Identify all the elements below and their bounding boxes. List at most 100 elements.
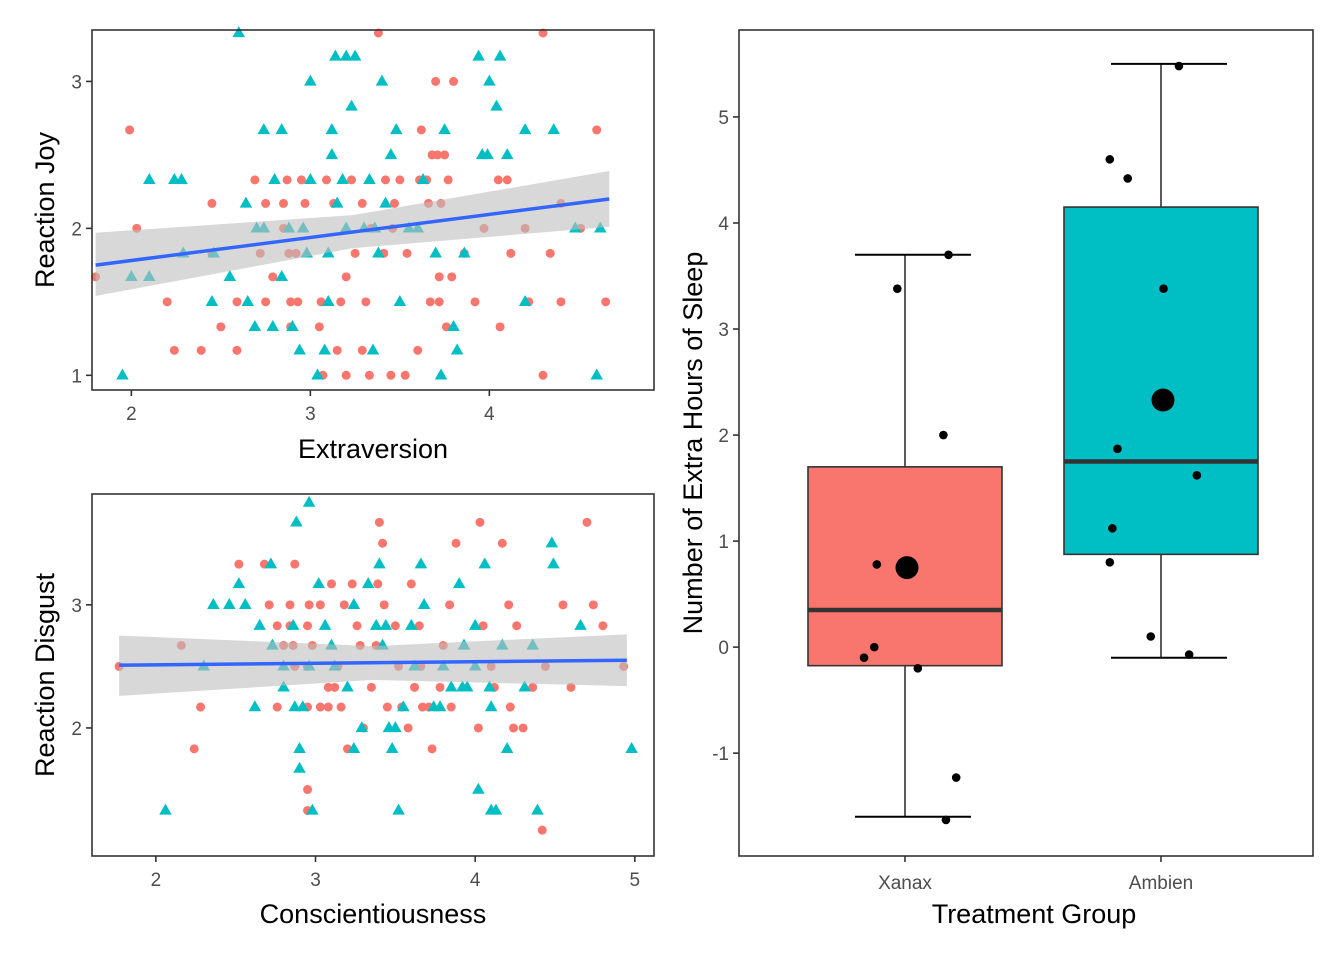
disgust-point-circle xyxy=(373,579,383,589)
joy-point-triangle xyxy=(416,173,430,185)
disgust-point-circle xyxy=(512,621,522,631)
sleep-ticks-layer: -1 0 1 2 3 4 5 Xanax Ambien xyxy=(712,108,1193,894)
joy-point-triangle xyxy=(518,123,532,135)
disgust-point-circle xyxy=(303,621,313,631)
disgust-regression-line xyxy=(119,658,627,667)
disgust-point-circle xyxy=(304,600,314,610)
sleep-y-tick-label: 1 xyxy=(718,532,729,553)
disgust-point-triangle xyxy=(574,618,587,630)
joy-point-circle xyxy=(495,322,505,332)
joy-point-triangle xyxy=(472,49,485,61)
joy-point-circle xyxy=(196,345,206,355)
disgust-point-triangle xyxy=(288,700,302,712)
box-ambien xyxy=(1063,61,1259,659)
disgust-point-circle xyxy=(406,579,416,589)
disgust-point-triangle xyxy=(414,557,428,569)
joy-point-triangle xyxy=(379,196,392,208)
disgust-point-circle xyxy=(379,600,389,610)
joy-point-circle xyxy=(432,150,442,160)
joy-point-triangle xyxy=(336,173,349,185)
joy-point-triangle xyxy=(293,343,306,355)
sleep-y-tick-label: 3 xyxy=(718,320,729,341)
disgust-point-circle xyxy=(403,723,413,733)
disgust-point-circle xyxy=(352,621,362,631)
joy-point-circle xyxy=(261,198,271,208)
mean-point xyxy=(895,556,919,580)
sleep-plot-frame xyxy=(738,29,1314,857)
joy-point-triangle xyxy=(143,173,156,185)
sleep-y-tick-label: 5 xyxy=(718,108,729,129)
joy-point-triangle xyxy=(458,246,471,258)
joy-point-circle xyxy=(389,198,399,208)
jitter-point xyxy=(941,815,951,825)
joy-point-triangle xyxy=(322,295,335,307)
joy-point-circle xyxy=(493,175,503,185)
disgust-point-circle xyxy=(528,682,538,692)
disgust-point-circle xyxy=(473,723,483,733)
sleep-y-axis-title: Number of Extra Hours of Sleep xyxy=(678,252,708,635)
joy-point-triangle xyxy=(375,74,389,86)
disgust-point-circle xyxy=(505,702,515,712)
disgust-point-triangle xyxy=(489,803,503,815)
joy-point-circle xyxy=(395,175,405,185)
joy-point-circle xyxy=(268,272,278,282)
joy-y-tick-label: 2 xyxy=(71,219,82,240)
disgust-point-circle xyxy=(588,600,598,610)
joy-plot-frame xyxy=(91,29,655,391)
disgust-y-tick-label: 2 xyxy=(71,719,82,740)
disgust-point-triangle xyxy=(472,782,485,794)
disgust-point-circle xyxy=(537,825,547,835)
jitter-point xyxy=(1108,524,1117,533)
joy-point-circle xyxy=(336,297,346,307)
joy-x-tick-label: 4 xyxy=(484,404,495,425)
disgust-point-triangle xyxy=(452,577,466,589)
disgust-fit-layer xyxy=(119,634,627,696)
joy-point-circle xyxy=(293,297,303,307)
sleep-box-layer xyxy=(807,61,1259,825)
joy-point-circle xyxy=(162,297,172,307)
sleep-x-axis-title: Treatment Group xyxy=(932,899,1137,929)
joy-point-circle xyxy=(279,198,289,208)
joy-point-triangle xyxy=(239,196,253,208)
joy-point-triangle xyxy=(547,123,561,135)
joy-point-circle xyxy=(250,175,260,185)
joy-point-circle xyxy=(169,345,179,355)
sleep-y-tick-label: 4 xyxy=(718,214,729,235)
disgust-x-tick-label: 5 xyxy=(630,870,641,891)
joy-point-circle xyxy=(431,76,441,86)
joy-point-triangle xyxy=(223,270,237,282)
disgust-point-triangle xyxy=(468,618,482,630)
joy-point-circle xyxy=(286,297,296,307)
disgust-point-circle xyxy=(336,702,346,712)
box-xanax xyxy=(807,250,1003,825)
joy-point-triangle xyxy=(345,99,358,111)
disgust-point-circle xyxy=(285,600,295,610)
disgust-point-circle xyxy=(445,600,455,610)
disgust-point-triangle xyxy=(484,700,498,712)
joy-point-triangle xyxy=(447,319,460,331)
joy-point-triangle xyxy=(372,246,385,258)
disgust-point-triangle xyxy=(341,680,354,692)
joy-point-circle xyxy=(443,175,453,185)
joy-y-tick-label: 3 xyxy=(71,72,82,93)
disgust-point-triangle xyxy=(518,680,531,692)
disgust-point-circle xyxy=(497,538,507,548)
joy-point-circle xyxy=(216,322,226,332)
joy-x-tick-label: 2 xyxy=(126,404,137,425)
disgust-point-circle xyxy=(323,682,333,692)
joy-point-circle xyxy=(447,272,457,282)
disgust-point-triangle xyxy=(302,495,316,507)
disgust-point-triangle xyxy=(417,597,431,609)
joy-point-triangle xyxy=(286,319,299,331)
joy-y-axis-title: Reaction Joy xyxy=(30,131,60,288)
disgust-point-triangle xyxy=(239,597,252,609)
disgust-point-circle xyxy=(509,723,518,733)
joy-point-triangle xyxy=(438,123,451,135)
disgust-point-circle xyxy=(378,538,388,548)
joy-point-circle xyxy=(232,297,242,307)
disgust-point-circle xyxy=(382,702,392,712)
joy-point-circle xyxy=(556,297,566,307)
disgust-point-triangle xyxy=(347,742,361,754)
joy-point-triangle xyxy=(311,368,324,380)
jitter-point xyxy=(939,430,948,440)
